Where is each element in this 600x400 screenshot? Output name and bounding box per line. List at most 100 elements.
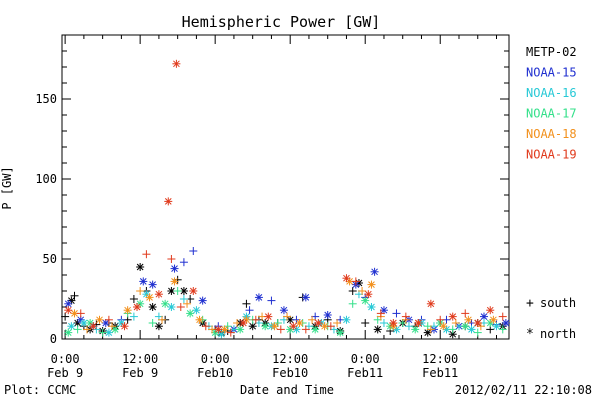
data-point-south [376, 309, 385, 318]
data-point-north [320, 322, 329, 331]
data-point-north [123, 306, 132, 315]
marker-stroke [490, 316, 497, 324]
marker-stroke [427, 300, 435, 308]
marker-stroke [371, 268, 378, 276]
data-point-north [164, 197, 173, 206]
marker-stroke [155, 322, 163, 330]
marker-stroke [173, 60, 180, 68]
data-point-south [98, 328, 107, 337]
data-point-north [261, 322, 270, 331]
marker-stroke [502, 319, 510, 327]
plot-timestamp: 2012/02/11 22:10:08 [455, 383, 592, 397]
marker-stroke [189, 287, 197, 295]
marker-stroke [346, 278, 353, 285]
data-point-south [179, 295, 188, 303]
data-point-north [167, 287, 176, 295]
data-point-south [451, 319, 460, 327]
data-point-south [448, 325, 457, 334]
data-point-south [83, 325, 92, 334]
marker-stroke [96, 316, 103, 324]
x-tick-label-time: 12:00 [122, 352, 158, 366]
data-point-north [264, 312, 273, 321]
y-tick-label: 150 [35, 92, 57, 106]
data-point-north [170, 277, 179, 286]
data-point-north [492, 322, 501, 331]
marker-stroke [255, 294, 263, 301]
data-point-south [158, 315, 167, 324]
marker-stroke [214, 326, 222, 333]
marker-stroke [343, 274, 350, 282]
marker-stroke [124, 306, 131, 314]
marker-stroke [368, 281, 375, 288]
data-point-north [323, 311, 332, 319]
marker-stroke [271, 322, 278, 330]
data-point-north [161, 299, 170, 308]
data-point-north [342, 274, 351, 283]
data-point-south [201, 322, 210, 331]
marker-stroke [314, 319, 322, 327]
data-point-north [148, 280, 157, 289]
x-tick-label-time: 12:00 [272, 352, 308, 366]
marker-stroke [139, 278, 147, 285]
legend-series-label: NOAA-15 [526, 66, 577, 80]
marker-stroke [393, 326, 400, 333]
marker-stroke [149, 281, 157, 288]
data-point-north [501, 319, 510, 327]
marker-stroke [64, 306, 72, 314]
marker-stroke [261, 322, 269, 330]
data-point-north [367, 280, 376, 289]
data-point-north [489, 315, 498, 324]
data-point-south [461, 309, 470, 318]
data-point-north [461, 322, 470, 331]
chart-title: Hemispheric Power [GW] [182, 13, 381, 31]
data-point-south [76, 309, 85, 318]
x-tick-label-time: 12:00 [422, 352, 458, 366]
data-point-north [189, 287, 198, 295]
marker-stroke [186, 310, 194, 317]
data-point-south [176, 303, 185, 311]
data-point-south [401, 312, 410, 321]
data-point-north [214, 325, 223, 334]
marker-stroke [118, 319, 125, 327]
marker-stroke [199, 297, 207, 304]
data-point-south [498, 312, 507, 321]
marker-stroke [361, 297, 369, 304]
data-point-north [136, 263, 145, 271]
data-point-north [464, 315, 473, 324]
marker-stroke [302, 294, 310, 301]
marker-stroke [105, 329, 113, 336]
data-point-north [411, 325, 420, 334]
data-point-south [283, 312, 292, 321]
x-tick-label-date: Feb10 [272, 366, 308, 380]
marker-stroke [289, 322, 297, 330]
x-axis-label: Date and Time [240, 383, 334, 397]
marker-stroke [280, 306, 288, 314]
data-point-south [436, 315, 445, 324]
marker-stroke [474, 319, 482, 327]
legend-series-label: NOAA-19 [526, 148, 577, 162]
data-point-south [148, 319, 157, 327]
legend-series-label: NOAA-18 [526, 127, 577, 141]
marker-stroke [64, 329, 72, 336]
data-point-south [136, 287, 145, 295]
marker-stroke [221, 326, 228, 333]
marker-stroke [68, 322, 75, 330]
marker-stroke [480, 313, 488, 320]
marker-stroke [411, 326, 419, 333]
data-point-south [129, 295, 138, 303]
data-point-north [367, 303, 376, 311]
marker-stroke [80, 319, 88, 327]
legend-marker-glyph: * [526, 327, 534, 342]
y-axis-label: P [GW] [0, 166, 14, 209]
data-point-south [351, 277, 360, 286]
data-point-north [467, 325, 476, 334]
data-points [61, 59, 510, 339]
data-point-north [473, 319, 482, 327]
data-point-south [361, 319, 370, 327]
marker-stroke [343, 316, 350, 324]
data-point-south [392, 309, 401, 318]
data-point-south [267, 296, 276, 305]
data-point-north [311, 325, 320, 334]
